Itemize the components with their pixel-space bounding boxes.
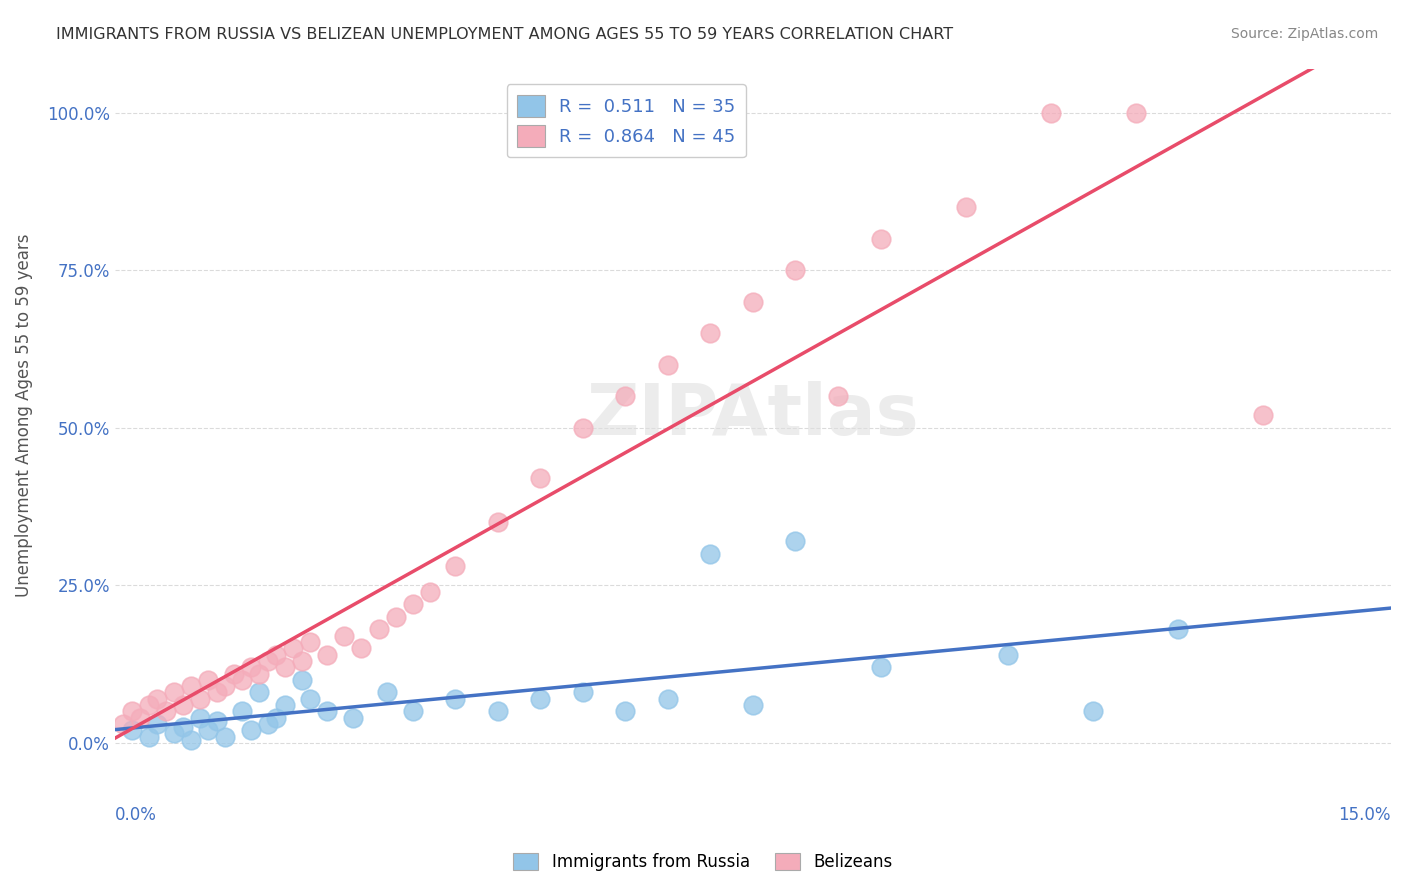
- Point: [316, 648, 339, 662]
- Point: [444, 559, 467, 574]
- Point: [401, 704, 423, 718]
- Point: [741, 294, 763, 309]
- Point: [699, 326, 721, 341]
- Point: [1167, 623, 1189, 637]
- Point: [247, 685, 270, 699]
- Point: [257, 654, 280, 668]
- Legend: Immigrants from Russia, Belizeans: Immigrants from Russia, Belizeans: [505, 845, 901, 880]
- Point: [138, 698, 160, 712]
- Point: [316, 704, 339, 718]
- Point: [367, 623, 389, 637]
- Text: 0.0%: 0.0%: [115, 805, 156, 824]
- Text: Source: ZipAtlas.com: Source: ZipAtlas.com: [1230, 27, 1378, 41]
- Point: [172, 698, 194, 712]
- Point: [486, 516, 509, 530]
- Point: [384, 610, 406, 624]
- Text: 15.0%: 15.0%: [1339, 805, 1391, 824]
- Point: [614, 704, 637, 718]
- Point: [180, 732, 202, 747]
- Point: [172, 720, 194, 734]
- Point: [121, 723, 143, 738]
- Point: [571, 685, 593, 699]
- Point: [197, 673, 219, 687]
- Point: [129, 711, 152, 725]
- Legend: R =  0.511   N = 35, R =  0.864   N = 45: R = 0.511 N = 35, R = 0.864 N = 45: [506, 85, 747, 157]
- Point: [231, 673, 253, 687]
- Point: [955, 200, 977, 214]
- Point: [785, 534, 807, 549]
- Text: IMMIGRANTS FROM RUSSIA VS BELIZEAN UNEMPLOYMENT AMONG AGES 55 TO 59 YEARS CORREL: IMMIGRANTS FROM RUSSIA VS BELIZEAN UNEMP…: [56, 27, 953, 42]
- Point: [274, 660, 297, 674]
- Point: [657, 691, 679, 706]
- Point: [274, 698, 297, 712]
- Point: [266, 711, 288, 725]
- Point: [291, 654, 314, 668]
- Point: [231, 704, 253, 718]
- Point: [1083, 704, 1105, 718]
- Point: [257, 717, 280, 731]
- Point: [146, 717, 169, 731]
- Point: [163, 685, 186, 699]
- Point: [827, 389, 849, 403]
- Point: [401, 597, 423, 611]
- Point: [529, 471, 551, 485]
- Point: [997, 648, 1019, 662]
- Point: [121, 704, 143, 718]
- Point: [214, 730, 236, 744]
- Point: [1125, 105, 1147, 120]
- Point: [486, 704, 509, 718]
- Point: [869, 232, 891, 246]
- Point: [222, 666, 245, 681]
- Point: [197, 723, 219, 738]
- Point: [291, 673, 314, 687]
- Point: [283, 641, 305, 656]
- Point: [529, 691, 551, 706]
- Point: [299, 635, 322, 649]
- Point: [205, 714, 228, 728]
- Point: [188, 691, 211, 706]
- Point: [266, 648, 288, 662]
- Point: [1253, 408, 1275, 422]
- Point: [699, 547, 721, 561]
- Text: ZIPAtlas: ZIPAtlas: [586, 381, 920, 450]
- Point: [657, 358, 679, 372]
- Point: [239, 723, 262, 738]
- Point: [333, 629, 356, 643]
- Y-axis label: Unemployment Among Ages 55 to 59 years: Unemployment Among Ages 55 to 59 years: [15, 234, 32, 597]
- Point: [163, 726, 186, 740]
- Point: [214, 679, 236, 693]
- Point: [188, 711, 211, 725]
- Point: [350, 641, 373, 656]
- Point: [299, 691, 322, 706]
- Point: [155, 704, 177, 718]
- Point: [375, 685, 398, 699]
- Point: [1039, 105, 1062, 120]
- Point: [419, 584, 441, 599]
- Point: [205, 685, 228, 699]
- Point: [146, 691, 169, 706]
- Point: [239, 660, 262, 674]
- Point: [138, 730, 160, 744]
- Point: [444, 691, 467, 706]
- Point: [571, 421, 593, 435]
- Point: [741, 698, 763, 712]
- Point: [180, 679, 202, 693]
- Point: [112, 717, 135, 731]
- Point: [247, 666, 270, 681]
- Point: [785, 263, 807, 277]
- Point: [342, 711, 364, 725]
- Point: [869, 660, 891, 674]
- Point: [614, 389, 637, 403]
